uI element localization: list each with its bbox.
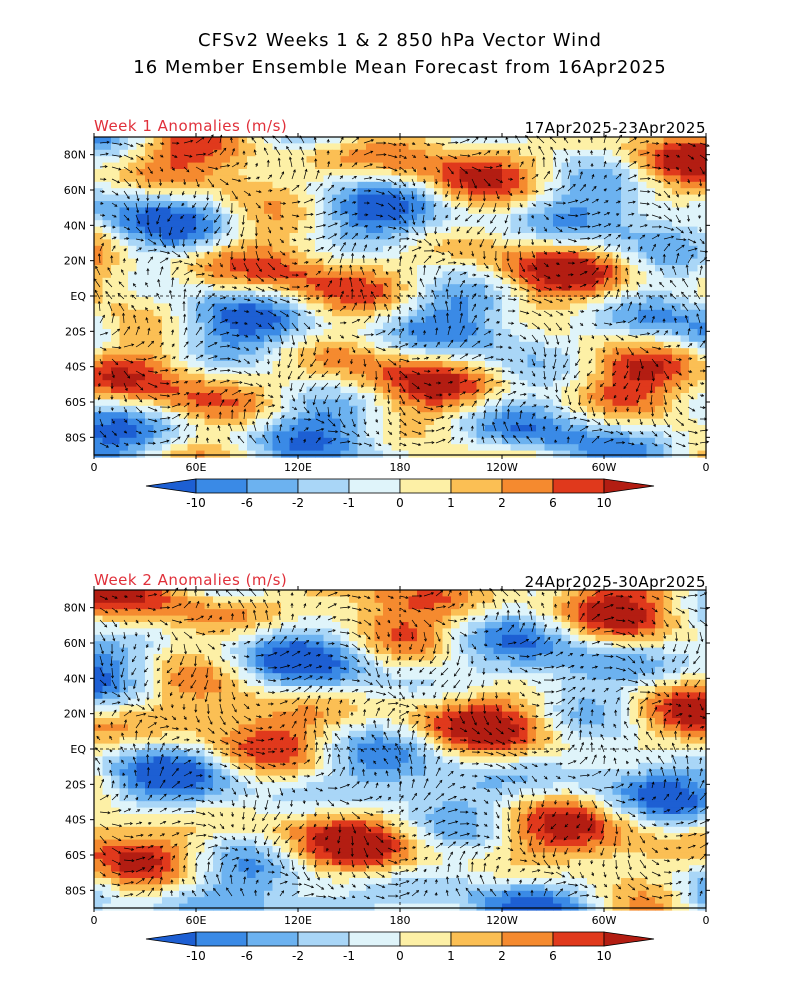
colorbar-tick-label: 1 bbox=[447, 496, 455, 510]
lat-tick-label: 40S bbox=[65, 361, 86, 374]
lat-tick-label: 60S bbox=[65, 396, 86, 409]
colorbar-tick-label: 10 bbox=[596, 949, 611, 963]
lat-tick-label: 20N bbox=[64, 255, 86, 268]
lon-tick-label: 0 bbox=[91, 461, 98, 474]
colorbar-tick-label: -6 bbox=[241, 949, 253, 963]
lat-tick-label: EQ bbox=[70, 743, 86, 756]
colorbar-tick-label: -1 bbox=[343, 949, 355, 963]
lon-tick-label: 60E bbox=[186, 461, 207, 474]
lat-tick-label: 20S bbox=[65, 325, 86, 338]
colorbar-tick-label: -6 bbox=[241, 496, 253, 510]
lon-tick-label: 120W bbox=[486, 461, 518, 474]
lon-tick-label: 60W bbox=[592, 914, 617, 927]
lon-tick-label: 60E bbox=[186, 914, 207, 927]
colorbar-tick-label: -1 bbox=[343, 496, 355, 510]
colorbar-tick-label: -10 bbox=[186, 949, 206, 963]
colorbar-tick-label: 2 bbox=[498, 949, 506, 963]
lon-tick-label: 120E bbox=[284, 461, 312, 474]
lat-tick-label: 60N bbox=[64, 637, 86, 650]
lat-tick-label: 80N bbox=[64, 602, 86, 615]
lat-tick-label: 20S bbox=[65, 778, 86, 791]
colorbar-tick-label: 0 bbox=[396, 949, 404, 963]
lon-tick-label: 120W bbox=[486, 914, 518, 927]
lat-tick-label: 40N bbox=[64, 219, 86, 232]
lat-tick-label: 60N bbox=[64, 184, 86, 197]
lat-tick-label: 40S bbox=[65, 814, 86, 827]
lat-tick-label: 20N bbox=[64, 708, 86, 721]
figure-title-line-1: CFSv2 Weeks 1 & 2 850 hPa Vector Wind bbox=[0, 30, 800, 51]
lat-tick-label: 80S bbox=[65, 431, 86, 444]
lon-tick-label: 120E bbox=[284, 914, 312, 927]
lon-tick-label: 0 bbox=[703, 461, 710, 474]
colorbar-tick-label: 2 bbox=[498, 496, 506, 510]
colorbar-tick-label: -2 bbox=[292, 949, 304, 963]
lat-tick-label: 80S bbox=[65, 884, 86, 897]
lat-tick-label: 80N bbox=[64, 149, 86, 162]
colorbar-tick-label: 0 bbox=[396, 496, 404, 510]
lat-tick-label: 40N bbox=[64, 672, 86, 685]
colorbar-tick-label: -10 bbox=[186, 496, 206, 510]
colorbar-tick-label: -2 bbox=[292, 496, 304, 510]
colorbar-tick-label: 10 bbox=[596, 496, 611, 510]
lon-tick-label: 180 bbox=[390, 461, 411, 474]
lat-tick-label: EQ bbox=[70, 290, 86, 303]
lon-tick-label: 60W bbox=[592, 461, 617, 474]
lon-tick-label: 0 bbox=[91, 914, 98, 927]
lon-tick-label: 0 bbox=[703, 914, 710, 927]
colorbar-tick-label: 1 bbox=[447, 949, 455, 963]
colorbar-tick-label: 6 bbox=[549, 496, 557, 510]
lat-tick-label: 60S bbox=[65, 849, 86, 862]
lon-tick-label: 180 bbox=[390, 914, 411, 927]
figure-title-line-2: 16 Member Ensemble Mean Forecast from 16… bbox=[0, 57, 800, 78]
colorbar-tick-label: 6 bbox=[549, 949, 557, 963]
